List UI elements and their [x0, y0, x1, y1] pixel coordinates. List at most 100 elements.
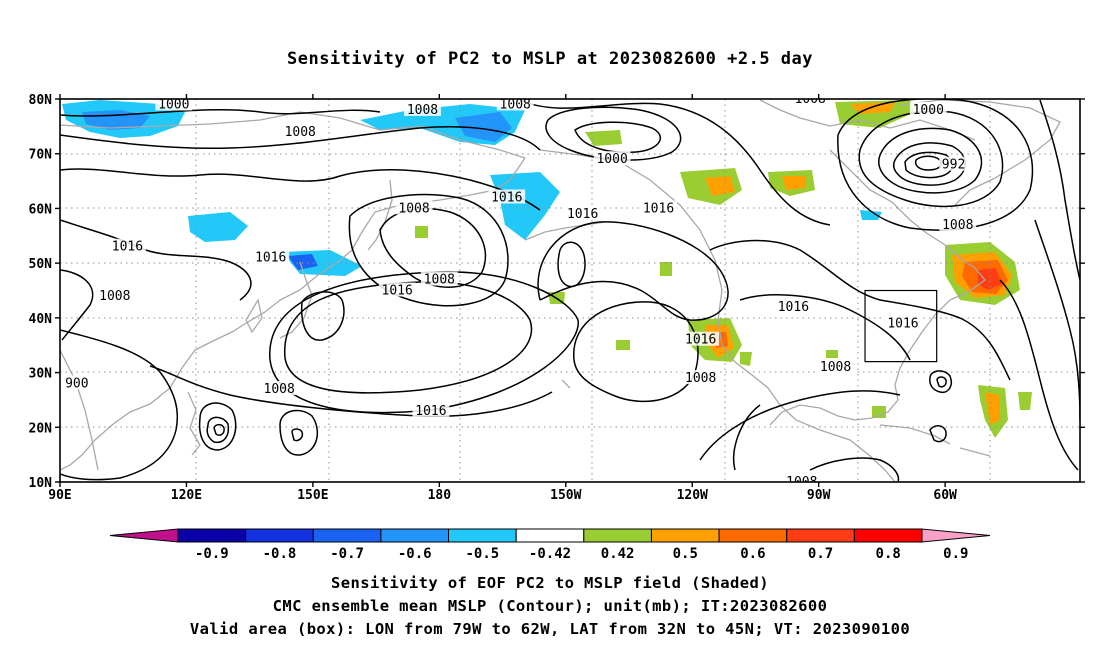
colorbar-label: 0.9: [943, 546, 968, 562]
sensitivity-shading: [62, 100, 1032, 438]
lon-tick-label: 90E: [48, 488, 71, 503]
latitude-axis: 80N 70N 60N 50N 40N 30N 20N 10N: [29, 93, 1085, 491]
isobar: [557, 241, 586, 288]
contour-label-bg: [96, 287, 134, 302]
isobar: [914, 155, 942, 171]
contour-label: 900: [65, 377, 88, 392]
colorbar-segment: [853, 528, 923, 543]
contour-label-bg: [682, 331, 720, 346]
coastline-aleutians: [524, 221, 606, 241]
isobar: [284, 281, 533, 394]
isobar: [213, 423, 225, 436]
contour-label-bg: [378, 282, 416, 297]
isobar: [574, 121, 662, 154]
map-plot-area: 1000 1008 1008 1000 1008 1016 1016 1008 1016 1016…: [60, 92, 1080, 482]
coastline-hudson: [829, 149, 926, 233]
isobar: [709, 239, 1011, 381]
coastline-asia-east: [60, 157, 526, 471]
shade-patch: [1018, 392, 1032, 410]
contour-label: 1008: [285, 125, 316, 140]
contour-label: 1008: [407, 103, 438, 118]
contour-label-bg: [281, 123, 319, 138]
colorbar-segment: [380, 528, 450, 543]
contour-label-bg: [412, 402, 450, 417]
colorbar-label: -0.8: [263, 546, 297, 562]
contour-label: 1008: [424, 273, 455, 288]
contour-label-bg: [682, 370, 720, 385]
shade-patch: [826, 350, 838, 358]
contour-label: 1016: [887, 316, 918, 331]
colorbar-label: -0.5: [466, 546, 500, 562]
lat-tick-label: 50N: [29, 257, 53, 272]
lat-tick-label: 40N: [29, 312, 53, 327]
isobar: [149, 365, 553, 418]
isobar: [60, 269, 94, 341]
contour-label: 1008: [942, 218, 973, 233]
colorbar-label: 0.42: [601, 546, 635, 562]
colorbar-segment: [245, 528, 314, 543]
caption-contour: CMC ensemble mean MSLP (Contour); unit(m…: [272, 597, 828, 615]
isobar: [739, 294, 911, 361]
gridlines: [60, 99, 1080, 482]
contour-label-bg: [252, 249, 290, 264]
coastline-gulf: [769, 404, 873, 426]
contour-label: 1000: [158, 97, 189, 112]
contour-label: 1008: [795, 92, 826, 107]
lat-tick-label: 20N: [29, 421, 53, 436]
contour-label: 1008: [264, 382, 295, 397]
colorbar-segment: [650, 528, 720, 543]
shade-patch: [188, 212, 248, 242]
contour-label-bg: [395, 200, 433, 215]
colorbar-segment: [177, 528, 247, 543]
isobar: [1039, 99, 1080, 281]
lat-tick-label: 70N: [29, 148, 53, 163]
isobar: [206, 416, 230, 444]
contour-label: 1016: [643, 201, 674, 216]
shade-patch: [978, 268, 1002, 290]
contour-label-bg: [155, 99, 193, 111]
isobar: [60, 168, 541, 211]
isobar: [733, 404, 761, 471]
contour-label: 1016: [685, 333, 716, 348]
contour-label-bg: [640, 200, 677, 215]
contour-label-bg: [909, 101, 947, 116]
coastline-hawaii: [561, 379, 571, 389]
contour-label-bg: [791, 99, 829, 105]
contour-label: 1016: [567, 207, 598, 222]
colorbar-segment: [312, 528, 382, 543]
isobar: [929, 370, 952, 394]
contour-label-bg: [939, 156, 968, 171]
coastline-canada-arctic: [759, 99, 976, 141]
map-frame: [59, 98, 1081, 483]
isobar: [809, 457, 900, 482]
colorbar-segment: [786, 528, 855, 543]
coastline-korea: [245, 298, 263, 334]
isobar: [60, 219, 252, 301]
contour-label-bg: [939, 216, 977, 231]
contour-label-bg: [109, 238, 146, 253]
colorbar-high-triangle: [921, 528, 991, 543]
shade-patch: [585, 130, 622, 146]
contour-label-bg: [260, 380, 298, 395]
coastline-alaska: [539, 149, 896, 482]
coastline-philippines: [187, 391, 201, 456]
contour-label-bg: [404, 101, 441, 116]
lon-tick-label: 120E: [171, 488, 202, 503]
coastline-asia-north: [60, 111, 526, 159]
lat-tick-label: 60N: [29, 202, 53, 217]
contour-label-bg: [884, 315, 922, 330]
contour-label: 1000: [596, 152, 627, 167]
lon-tick-label: 150E: [297, 488, 328, 503]
contour-label: 1016: [255, 251, 286, 266]
colorbar: -0.9 -0.8 -0.7 -0.6 -0.5 -0.42 0.42 0.5 0.6 0.7 0.…: [109, 528, 991, 562]
lon-tick-label: 150W: [550, 488, 581, 503]
contour-labels: 1000 1008 1008 1000 1008 1016 1016 1008 1016 1016…: [62, 92, 977, 482]
isobar: [279, 409, 319, 456]
colorbar-label: 0.7: [808, 546, 833, 562]
contour-label: 1016: [415, 404, 446, 419]
contour-label: 1016: [778, 300, 809, 315]
contour-label-bg: [62, 375, 92, 390]
shade-patch: [490, 172, 560, 240]
colorbar-label: -0.7: [330, 546, 364, 562]
contour-label-bg: [774, 298, 812, 313]
